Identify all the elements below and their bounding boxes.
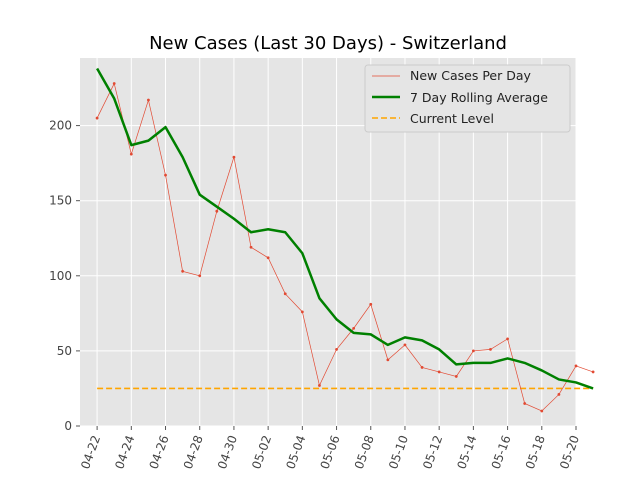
data-point-new-cases (198, 274, 202, 278)
y-tick-label: 200 (49, 119, 72, 133)
data-point-new-cases (283, 292, 287, 296)
data-point-new-cases (506, 337, 509, 341)
y-tick-label: 150 (49, 194, 72, 208)
data-point-new-cases (266, 256, 270, 260)
y-tick-label: 0 (64, 419, 72, 433)
data-point-new-cases (215, 209, 219, 213)
data-point-new-cases (95, 116, 99, 120)
y-axis: 0 50 100 150 200 (49, 119, 80, 433)
data-point-new-cases (112, 82, 116, 85)
data-point-new-cases (352, 326, 356, 330)
data-point-new-cases (232, 155, 236, 159)
y-tick-label: 50 (57, 344, 72, 358)
data-point-new-cases (318, 384, 321, 387)
chart-title: New Cases (Last 30 Days) - Switzerland (149, 33, 507, 54)
data-point-new-cases (540, 409, 544, 413)
data-point-new-cases (557, 393, 561, 396)
y-tick-label: 100 (49, 269, 72, 283)
data-point-new-cases (471, 349, 475, 353)
data-point-new-cases (386, 358, 390, 362)
legend-box (364, 64, 571, 133)
data-point-new-cases (420, 366, 424, 369)
data-point-new-cases (164, 173, 167, 177)
data-point-new-cases (403, 343, 407, 347)
data-point-new-cases (300, 310, 304, 314)
series-layer (95, 67, 595, 413)
series-line-rolling-average (96, 67, 594, 390)
data-point-new-cases (249, 245, 253, 249)
data-point-new-cases (181, 269, 185, 273)
series-line-new-cases (96, 82, 594, 412)
data-point-new-cases (523, 402, 527, 405)
data-point-new-cases (129, 152, 133, 156)
data-point-new-cases (437, 370, 441, 374)
legend-label-rolling-average: 7 Day Rolling Average (410, 90, 548, 105)
data-point-new-cases (574, 364, 578, 368)
legend-label-current-level: Current Level (410, 111, 494, 126)
data-point-new-cases (335, 347, 338, 351)
data-point-new-cases (591, 370, 595, 374)
legend-label-new-cases: New Cases Per Day (410, 68, 531, 83)
data-point-new-cases (454, 375, 458, 378)
data-point-new-cases (369, 302, 373, 306)
legend: New Cases Per Day 7 Day Rolling Average … (364, 64, 571, 133)
data-point-new-cases (489, 347, 492, 351)
data-point-new-cases (147, 98, 150, 102)
